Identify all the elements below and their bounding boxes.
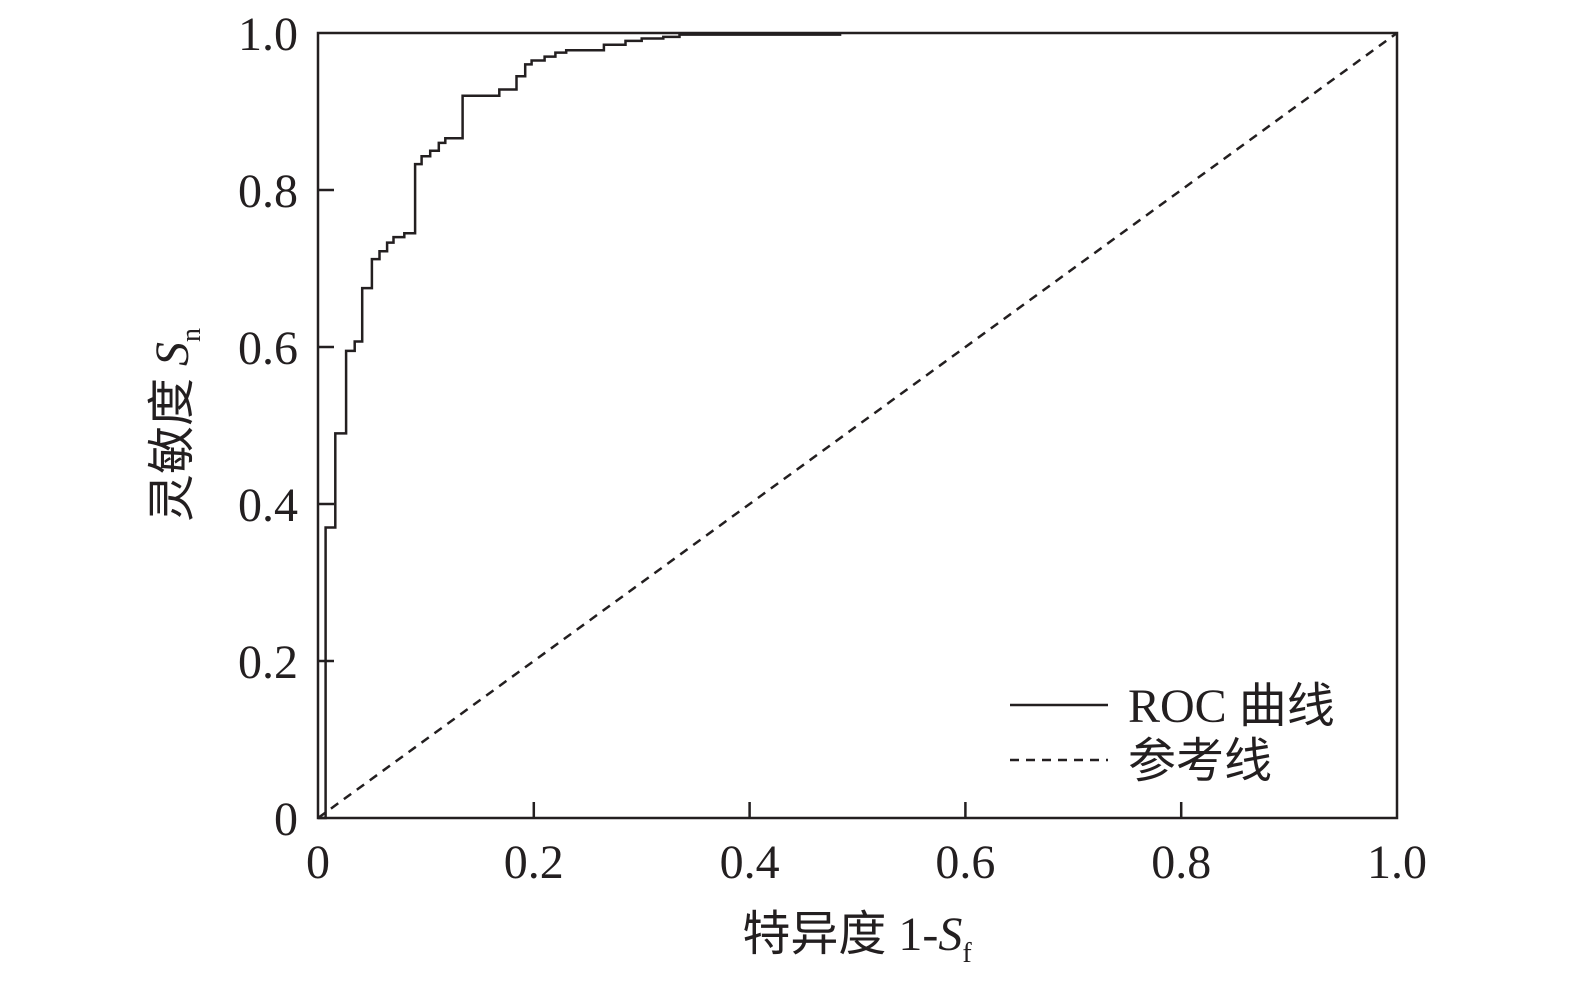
x-tick-label: 0.2 <box>504 836 564 889</box>
y-tick-label: 0 <box>274 793 298 846</box>
x-tick-label: 0.4 <box>720 836 780 889</box>
y-tick-label: 0.4 <box>238 479 298 532</box>
x-axis-title-var: S <box>938 908 962 961</box>
reference-line <box>317 31 1398 820</box>
y-axis-title-var: S <box>146 342 199 366</box>
x-axis-title: 特异度 1-Sf <box>742 908 972 969</box>
x-tick-label: 0.8 <box>1151 836 1211 889</box>
y-tick-label: 0.2 <box>238 636 298 689</box>
legend: ROC 曲线 参考线 <box>1010 680 1335 788</box>
series-layer <box>317 31 1398 820</box>
roc-curve-line <box>318 33 842 820</box>
x-tick-label: 0.6 <box>935 836 995 889</box>
x-axis-ticks: 0 0.2 0.4 0.6 0.8 1.0 <box>306 802 1427 889</box>
y-axis-title: 灵敏度 Sn <box>146 328 207 522</box>
x-tick-label: 1.0 <box>1367 836 1427 889</box>
y-tick-label: 0.6 <box>238 322 298 375</box>
y-tick-label: 1.0 <box>238 8 298 61</box>
legend-label-reference: 参考线 <box>1128 735 1272 788</box>
x-tick-label: 0 <box>306 836 330 889</box>
x-axis-title-prefix: 特异度 1- <box>742 908 938 961</box>
y-axis-title-prefix: 灵敏度 <box>146 366 199 522</box>
x-axis-title-sub: f <box>962 938 972 969</box>
legend-label-roc: ROC 曲线 <box>1128 680 1335 733</box>
y-tick-label: 0.8 <box>238 165 298 218</box>
y-axis-ticks: 0 0.2 0.4 0.6 0.8 1.0 <box>238 8 334 846</box>
y-axis-title-sub: n <box>176 328 207 342</box>
plot-frame <box>316 31 1399 820</box>
